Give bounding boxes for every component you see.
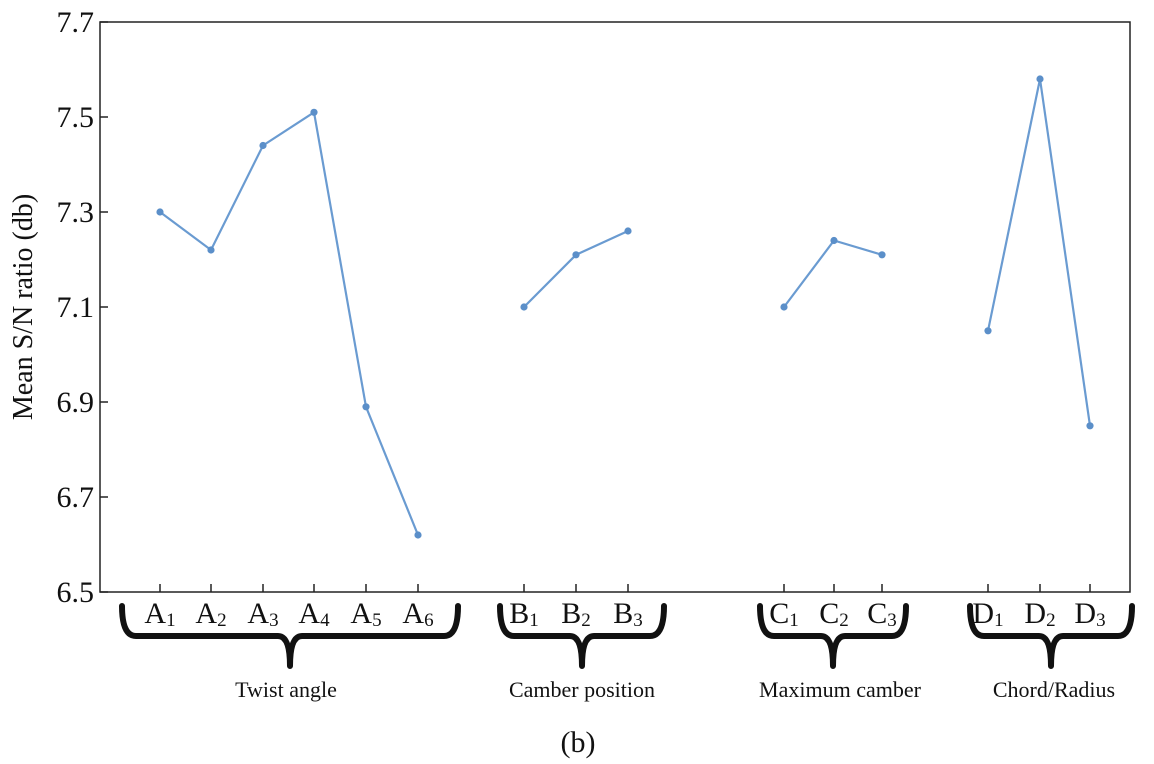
x-tick-label-b1: B1 [509, 597, 539, 631]
group-brace-d [967, 603, 1135, 669]
x-tick-label-b2: B2 [561, 597, 591, 631]
group-brace-b [497, 603, 667, 669]
data-point-b3 [624, 227, 632, 235]
y-tick-label: 7.5 [57, 101, 95, 134]
data-point-c2 [830, 236, 838, 245]
data-point-a6 [414, 531, 422, 539]
group-label-a: Twist angle [235, 677, 337, 702]
x-axis: A1 A2 A3 A4 A5 A6 B1 B2 B3 C1 C2 C3 D1 D2 D3 [144, 584, 1106, 631]
x-tick-label-a4: A4 [298, 597, 330, 631]
group-label-b: Camber position [509, 677, 655, 702]
y-tick-label: 7.7 [57, 6, 95, 39]
data-point-a2 [207, 246, 215, 254]
x-tick-label-a1: A1 [144, 597, 175, 631]
group-brace-a [119, 603, 461, 669]
data-point-b2 [572, 251, 580, 259]
group-brace-c [757, 603, 909, 669]
data-point-a1 [156, 208, 164, 216]
y-axis: 6.5 6.7 6.9 7.1 7.3 7.5 7.7 [57, 6, 108, 609]
data-point-a3 [259, 141, 267, 150]
x-tick-label-c2: C2 [819, 597, 849, 631]
y-tick-label: 7.1 [57, 291, 95, 324]
data-point-d3 [1086, 422, 1094, 430]
series-line-c [783, 239, 883, 308]
data-point-d1 [984, 327, 992, 335]
y-tick-label: 7.3 [57, 196, 95, 229]
y-tick-label: 6.9 [57, 386, 95, 419]
x-tick-label-d1: D1 [972, 597, 1003, 631]
x-tick-label-d3: D3 [1074, 597, 1105, 631]
series-line-a [159, 110, 420, 536]
data-point-c1 [780, 303, 788, 311]
group-braces: Twist angle Camber position Maximum camber… [119, 603, 1135, 702]
data-point-d2 [1036, 75, 1044, 83]
data-point-a4 [310, 108, 318, 116]
x-tick-label-a5: A5 [350, 597, 381, 631]
data-point-b1 [520, 303, 528, 311]
data-point-a5 [362, 403, 370, 411]
plot-area-frame [99, 21, 1131, 593]
x-tick-label-a3: A3 [247, 597, 278, 631]
x-tick-label-a2: A2 [195, 597, 226, 631]
y-tick-label: 6.5 [57, 576, 95, 609]
series-line-d [986, 78, 1092, 426]
x-tick-label-c3: C3 [867, 597, 897, 631]
x-tick-label-d2: D2 [1024, 597, 1055, 631]
group-label-c: Maximum camber [759, 677, 922, 702]
y-tick-label: 6.7 [57, 481, 95, 514]
y-axis-label: Mean S/N ratio (db) [8, 194, 39, 420]
x-tick-label-b3: B3 [613, 597, 643, 631]
series-line-b [523, 229, 629, 308]
series-lines [156, 75, 1094, 539]
figure-caption: (b) [561, 726, 596, 759]
data-point-c3 [878, 251, 886, 259]
x-tick-label-a6: A6 [402, 597, 433, 631]
x-tick-label-c1: C1 [769, 597, 799, 631]
group-label-d: Chord/Radius [993, 677, 1115, 702]
